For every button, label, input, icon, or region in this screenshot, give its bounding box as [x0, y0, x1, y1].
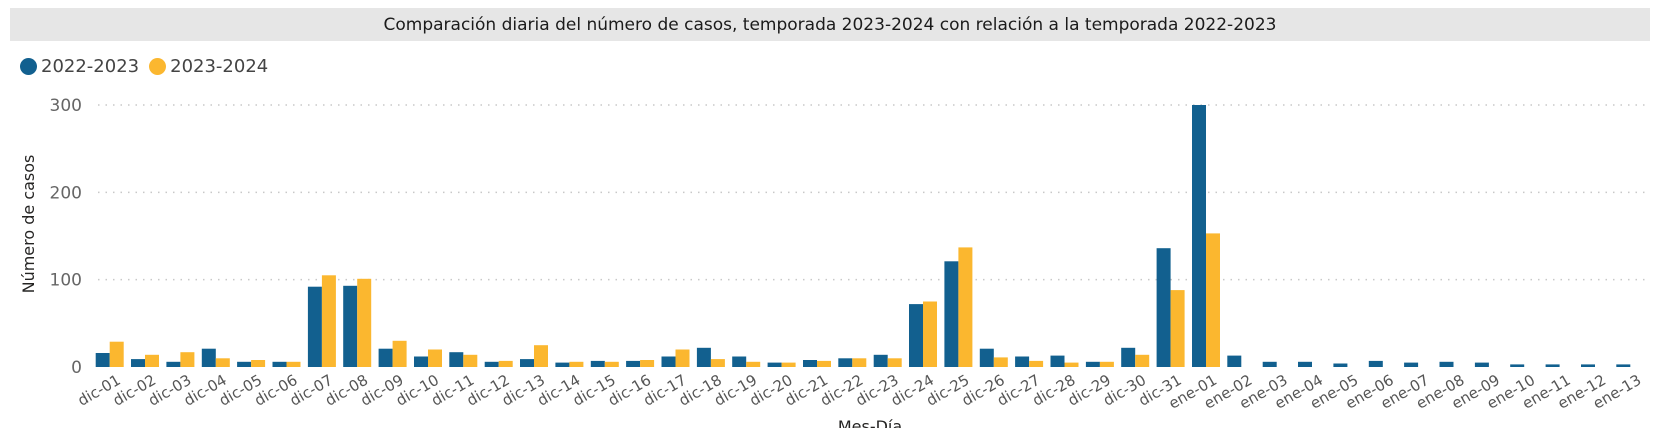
bar-2022-2023-dic-21[interactable]	[803, 360, 817, 367]
bar-2023-2024-dic-16[interactable]	[640, 360, 655, 367]
bar-2022-2023-ene-07[interactable]	[1404, 362, 1419, 367]
bar-2023-2024-dic-17[interactable]	[675, 349, 690, 368]
bar-2022-2023-dic-14[interactable]	[555, 362, 570, 367]
bar-2022-2023-dic-05[interactable]	[237, 361, 252, 367]
bar-2023-2024-dic-25[interactable]	[958, 247, 973, 367]
y-tick-label: 300	[50, 96, 82, 116]
bar-2022-2023-dic-19[interactable]	[732, 356, 747, 368]
y-tick-label: 0	[71, 358, 82, 378]
bar-2023-2024-dic-20[interactable]	[781, 362, 796, 367]
legend: 2022-2023 2023-2024	[20, 54, 278, 78]
bar-2022-2023-ene-10[interactable]	[1510, 364, 1525, 367]
bar-2023-2024-dic-23[interactable]	[887, 358, 902, 367]
bar-2023-2024-dic-11[interactable]	[463, 354, 478, 367]
chart-title-bar: Comparación diaria del número de casos, …	[10, 8, 1650, 41]
bar-2022-2023-dic-01[interactable]	[95, 353, 110, 367]
bar-2022-2023-dic-06[interactable]	[272, 361, 287, 367]
bar-2022-2023-dic-02[interactable]	[131, 359, 145, 367]
bar-2022-2023-dic-22[interactable]	[838, 358, 853, 367]
bar-2022-2023-ene-04[interactable]	[1298, 361, 1312, 367]
bar-2023-2024-dic-07[interactable]	[321, 275, 336, 367]
y-axis-title: Número de casos	[19, 155, 38, 294]
bar-2023-2024-dic-24[interactable]	[923, 301, 937, 368]
legend-marker-2022-2023	[20, 57, 37, 75]
bar-2022-2023-dic-30[interactable]	[1121, 347, 1136, 367]
bar-2023-2024-dic-18[interactable]	[710, 359, 725, 367]
chart-title: Comparación diaria del número de casos, …	[383, 14, 1277, 35]
bar-2023-2024-dic-10[interactable]	[428, 349, 442, 368]
bar-2022-2023-dic-31[interactable]	[1156, 248, 1171, 367]
bar-2022-2023-dic-13[interactable]	[520, 359, 534, 367]
bar-2022-2023-dic-10[interactable]	[414, 356, 428, 368]
bar-2022-2023-ene-09[interactable]	[1474, 362, 1489, 367]
bar-2023-2024-dic-09[interactable]	[392, 340, 407, 367]
bar-2023-2024-dic-08[interactable]	[357, 278, 372, 367]
bar-2022-2023-dic-29[interactable]	[1085, 361, 1100, 367]
bar-2022-2023-dic-24[interactable]	[909, 304, 923, 367]
bar-2022-2023-dic-20[interactable]	[767, 362, 782, 367]
bar-2022-2023-dic-15[interactable]	[590, 360, 605, 367]
bar-2023-2024-dic-30[interactable]	[1135, 354, 1150, 367]
bar-2023-2024-dic-05[interactable]	[251, 360, 266, 367]
bar-2022-2023-dic-26[interactable]	[979, 348, 994, 367]
bar-2023-2024-dic-22[interactable]	[852, 358, 867, 367]
bar-2022-2023-dic-27[interactable]	[1015, 356, 1030, 368]
bar-2023-2024-dic-29[interactable]	[1099, 361, 1114, 367]
bar-2023-2024-dic-26[interactable]	[993, 357, 1008, 367]
bar-2022-2023-ene-01[interactable]	[1192, 105, 1206, 367]
bar-2023-2024-dic-27[interactable]	[1029, 360, 1044, 367]
legend-item-2023-2024[interactable]: 2023-2024	[149, 56, 268, 77]
y-tick-label: 100	[50, 271, 82, 291]
legend-marker-2023-2024	[149, 57, 167, 75]
bar-2022-2023-dic-03[interactable]	[166, 361, 181, 367]
bar-2023-2024-dic-04[interactable]	[215, 358, 230, 367]
bar-2022-2023-dic-23[interactable]	[873, 354, 888, 367]
bar-2022-2023-ene-02[interactable]	[1227, 355, 1242, 367]
legend-label-2022-2023: 2022-2023	[41, 55, 140, 77]
bar-2022-2023-dic-28[interactable]	[1050, 355, 1065, 367]
bar-2022-2023-dic-16[interactable]	[626, 360, 641, 367]
bar-2022-2023-dic-09[interactable]	[378, 348, 393, 367]
y-tick-label: 200	[50, 183, 82, 203]
bar-2022-2023-ene-11[interactable]	[1545, 364, 1560, 367]
bar-2023-2024-dic-28[interactable]	[1064, 362, 1079, 367]
bar-2022-2023-ene-03[interactable]	[1262, 361, 1277, 367]
bar-2022-2023-ene-06[interactable]	[1368, 360, 1383, 367]
bar-2022-2023-ene-05[interactable]	[1333, 363, 1348, 368]
bar-2023-2024-dic-14[interactable]	[569, 361, 584, 367]
bar-2023-2024-dic-15[interactable]	[604, 361, 619, 367]
legend-label-2023-2024: 2023-2024	[170, 55, 269, 77]
bar-2022-2023-ene-13[interactable]	[1616, 364, 1631, 367]
bar-2023-2024-dic-01[interactable]	[109, 341, 124, 367]
bar-2022-2023-ene-12[interactable]	[1581, 364, 1595, 367]
bar-2022-2023-dic-12[interactable]	[484, 361, 499, 367]
bar-2022-2023-dic-04[interactable]	[201, 348, 216, 367]
bar-2023-2024-dic-06[interactable]	[286, 361, 301, 367]
bar-2022-2023-dic-11[interactable]	[449, 352, 464, 367]
bar-2022-2023-dic-25[interactable]	[944, 261, 959, 367]
bar-2023-2024-dic-31[interactable]	[1170, 290, 1185, 367]
bar-2023-2024-dic-21[interactable]	[817, 360, 831, 367]
bar-2023-2024-dic-02[interactable]	[145, 354, 159, 367]
legend-item-2022-2023[interactable]: 2022-2023	[20, 56, 139, 77]
bar-2022-2023-dic-07[interactable]	[307, 286, 322, 367]
bar-2022-2023-dic-18[interactable]	[696, 347, 711, 367]
bar-2023-2024-dic-13[interactable]	[534, 345, 548, 367]
bar-2023-2024-dic-03[interactable]	[180, 352, 195, 367]
bar-2023-2024-dic-19[interactable]	[746, 361, 761, 367]
bar-2022-2023-dic-17[interactable]	[661, 356, 676, 368]
bar-2022-2023-dic-08[interactable]	[343, 285, 358, 367]
bar-2022-2023-ene-08[interactable]	[1439, 361, 1454, 367]
bar-2023-2024-ene-01[interactable]	[1206, 233, 1220, 367]
x-axis-title: Mes-Día	[838, 417, 902, 428]
bar-2023-2024-dic-12[interactable]	[498, 360, 513, 367]
